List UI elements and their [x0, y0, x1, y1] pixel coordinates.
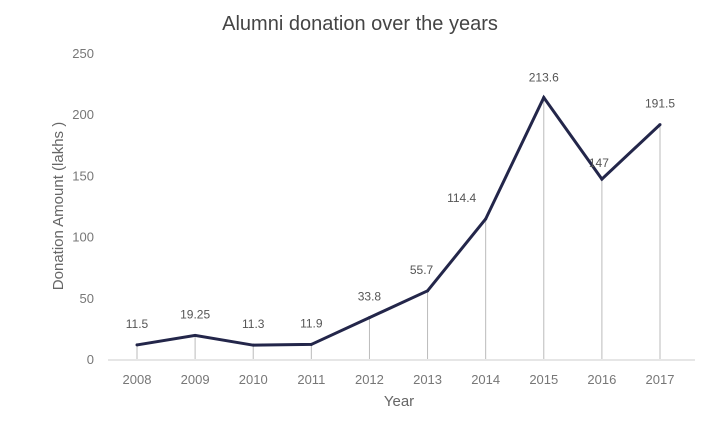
data-label: 11.9 — [300, 316, 323, 330]
data-label: 55.7 — [410, 263, 434, 277]
data-point — [367, 316, 371, 320]
x-tick-label: 2015 — [529, 372, 558, 387]
series-line — [136, 94, 662, 347]
data-label: 147 — [589, 156, 609, 170]
chart-title: Alumni donation over the years — [222, 13, 498, 35]
data-label: 33.8 — [358, 290, 382, 304]
data-label: 114.4 — [447, 191, 476, 205]
y-tick-label: 0 — [87, 352, 94, 367]
y-tick-label: 200 — [72, 107, 94, 122]
y-tick-label: 250 — [72, 46, 94, 61]
y-tick-label: 100 — [72, 230, 94, 245]
y-tick-label: 150 — [72, 168, 94, 183]
data-point — [600, 177, 604, 181]
data-point — [135, 343, 139, 347]
data-label: 213.6 — [529, 71, 559, 85]
data-point — [658, 123, 662, 127]
data-point — [484, 217, 488, 221]
y-axis-label: Donation Amount (lakhs ) — [50, 122, 67, 290]
x-tick-label: 2012 — [355, 372, 384, 387]
x-tick-label: 2017 — [646, 372, 675, 387]
x-tick-label: 2013 — [413, 372, 442, 387]
data-point — [426, 289, 430, 293]
x-tick-label: 2010 — [239, 372, 268, 387]
data-point — [542, 96, 546, 100]
x-tick-label: 2009 — [181, 372, 210, 387]
data-label: 11.5 — [126, 317, 149, 331]
y-tick-label: 50 — [80, 291, 94, 306]
data-point — [193, 333, 197, 337]
x-axis-label: Year — [384, 393, 414, 410]
data-point — [309, 342, 313, 346]
data-label: 191.5 — [645, 97, 675, 111]
x-tick-label: 2008 — [123, 372, 152, 387]
x-tick-label: 2011 — [297, 372, 325, 387]
x-tick-label: 2016 — [587, 372, 616, 387]
data-label: 11.3 — [242, 317, 265, 331]
x-tick-label: 2014 — [471, 372, 500, 387]
data-label: 19.25 — [180, 307, 210, 321]
data-point — [251, 343, 255, 347]
